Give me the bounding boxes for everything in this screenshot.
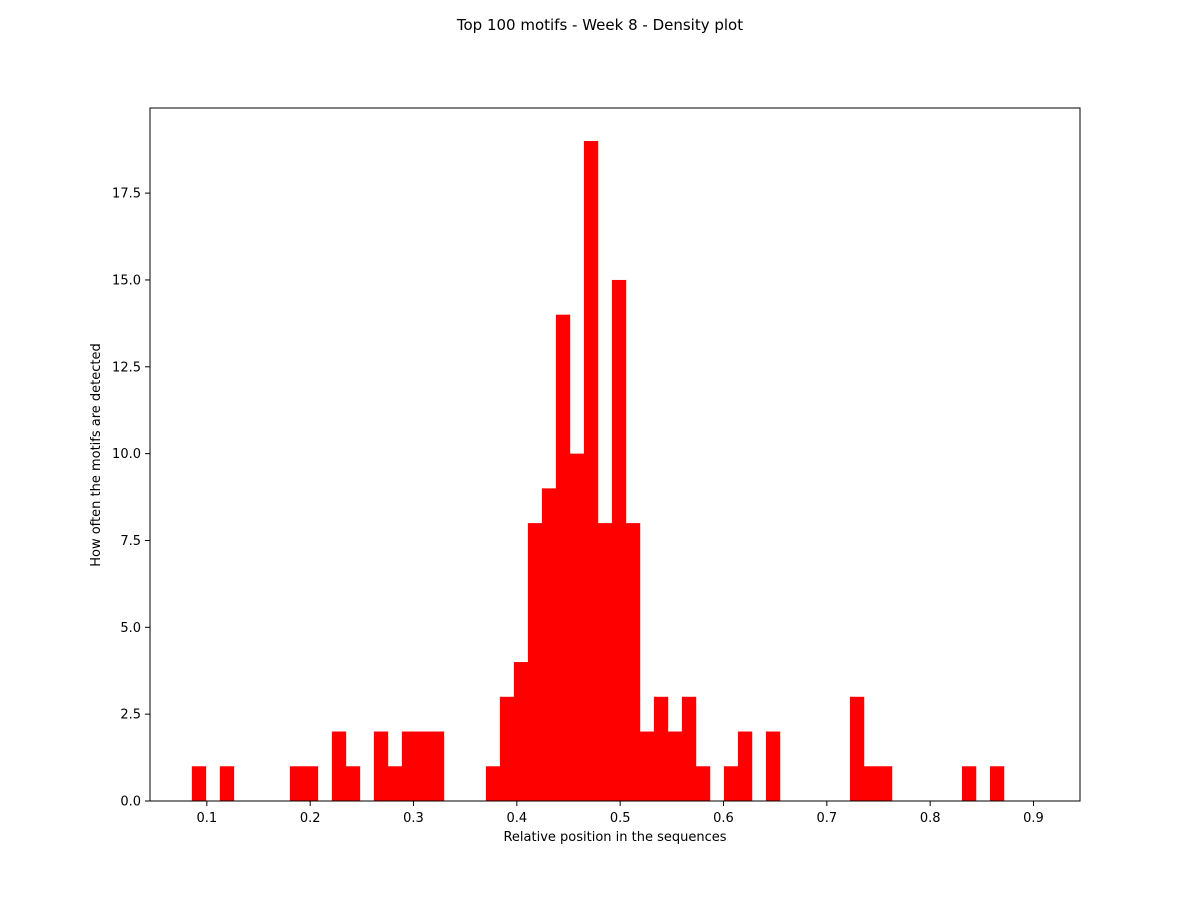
histogram-bar-47 <box>849 696 865 801</box>
histogram-bar-8 <box>303 766 319 801</box>
histogram-bar-2 <box>219 766 235 801</box>
histogram-bar-34 <box>667 731 683 801</box>
histogram-bar-24 <box>527 523 543 801</box>
histogram-bar-32 <box>639 731 655 801</box>
histogram-bar-36 <box>695 766 711 801</box>
plot-frame <box>149 107 1081 802</box>
x-tick-label: 0.1 <box>196 811 217 826</box>
histogram-bar-27 <box>569 453 585 801</box>
histogram-bar-28 <box>583 141 599 801</box>
histogram-bar-0 <box>191 766 207 801</box>
bars-group <box>191 141 1005 801</box>
y-tick-label: 0.0 <box>120 795 141 810</box>
histogram-bar-30 <box>611 279 627 801</box>
histogram-bar-39 <box>737 731 753 801</box>
x-axis: 0.1 0.2 0.3 0.4 0.5 0.6 0.7 0.8 0.9 <box>196 801 1044 826</box>
x-tick-label: 0.9 <box>1023 811 1044 826</box>
y-tick-label: 5.0 <box>120 621 141 636</box>
histogram-bar-16 <box>415 731 431 801</box>
y-axis-label: How often the motifs are detected <box>89 343 104 567</box>
histogram-bar-17 <box>429 731 445 801</box>
histogram-bar-11 <box>345 766 361 801</box>
y-tick-label: 17.5 <box>112 187 141 202</box>
histogram-bar-33 <box>653 696 669 801</box>
y-tick-label: 2.5 <box>120 708 141 723</box>
y-tick-label: 7.5 <box>120 534 141 549</box>
histogram-bar-35 <box>681 696 697 801</box>
x-tick-label: 0.5 <box>610 811 631 826</box>
histogram-bar-48 <box>863 766 879 801</box>
histogram-bar-14 <box>387 766 403 801</box>
histogram-bar-26 <box>555 314 571 801</box>
y-tick-label: 15.0 <box>112 273 141 288</box>
histogram-bar-57 <box>989 766 1005 801</box>
x-tick-label: 0.2 <box>300 811 321 826</box>
histogram-bar-55 <box>961 766 977 801</box>
histogram-bar-23 <box>513 662 529 801</box>
histogram-bar-7 <box>289 766 305 801</box>
y-tick-label: 12.5 <box>112 360 141 375</box>
histogram-bar-21 <box>485 766 501 801</box>
x-tick-label: 0.8 <box>920 811 941 826</box>
chart-title: Top 100 motifs - Week 8 - Density plot <box>456 16 743 34</box>
histogram-bar-38 <box>723 766 739 801</box>
x-tick-label: 0.7 <box>816 811 837 826</box>
histogram-bar-29 <box>597 523 613 801</box>
histogram-bar-10 <box>331 731 347 801</box>
histogram-bar-25 <box>541 488 557 801</box>
y-axis: 0.0 2.5 5.0 7.5 10.0 12.5 15.0 17.5 <box>112 187 150 810</box>
histogram-bar-13 <box>373 731 389 801</box>
x-axis-label: Relative position in the sequences <box>503 830 726 845</box>
histogram-bar-41 <box>765 731 781 801</box>
histogram-bar-31 <box>625 523 641 801</box>
histogram-bar-15 <box>401 731 417 801</box>
x-tick-label: 0.3 <box>403 811 424 826</box>
y-tick-label: 10.0 <box>112 447 141 462</box>
histogram-bar-49 <box>877 766 893 801</box>
histogram-bar-22 <box>499 696 515 801</box>
x-tick-label: 0.6 <box>713 811 734 826</box>
x-tick-label: 0.4 <box>506 811 527 826</box>
